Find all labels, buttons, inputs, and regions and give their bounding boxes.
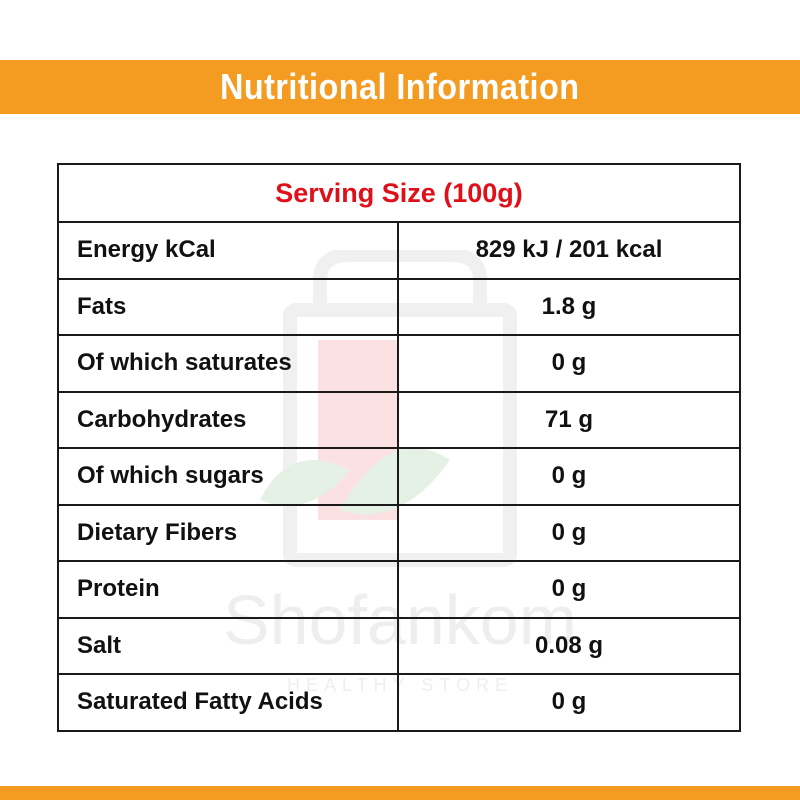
nutrient-label: Carbohydrates [57,390,399,449]
nutrient-value: 0 g [397,503,741,562]
table-row: Protein 0 g [57,560,741,619]
page-title: Nutritional Information [220,66,580,107]
table-row: Energy kCal 829 kJ / 201 kcal [57,221,741,280]
nutrient-label: Fats [57,277,399,336]
nutrient-label: Protein [57,560,399,619]
serving-size-row: Serving Size (100g) [57,163,741,223]
nutrient-value: 0 g [397,447,741,506]
serving-size-heading: Serving Size (100g) [57,163,741,223]
nutrient-value: 0.08 g [397,616,741,675]
nutrient-label: Of which saturates [57,334,399,393]
nutrition-table: Serving Size (100g) Energy kCal 829 kJ /… [57,163,741,732]
nutrient-label: Dietary Fibers [57,503,399,562]
table-row: Carbohydrates 71 g [57,390,741,449]
nutrient-value: 829 kJ / 201 kcal [397,221,741,280]
nutrient-value: 0 g [397,673,741,732]
nutrient-value: 0 g [397,334,741,393]
header-band: Nutritional Information [0,60,800,114]
nutrient-value: 71 g [397,390,741,449]
nutrient-label: Saturated Fatty Acids [57,673,399,732]
nutrient-label: Energy kCal [57,221,399,280]
table-row: Dietary Fibers 0 g [57,503,741,562]
table-row: Salt 0.08 g [57,616,741,675]
nutrient-value: 0 g [397,560,741,619]
table-row: Of which saturates 0 g [57,334,741,393]
nutrient-label: Of which sugars [57,447,399,506]
table-row: Of which sugars 0 g [57,447,741,506]
table-row: Fats 1.8 g [57,277,741,336]
footer-band [0,786,800,800]
table-row: Saturated Fatty Acids 0 g [57,673,741,732]
nutrient-label: Salt [57,616,399,675]
nutrient-value: 1.8 g [397,277,741,336]
